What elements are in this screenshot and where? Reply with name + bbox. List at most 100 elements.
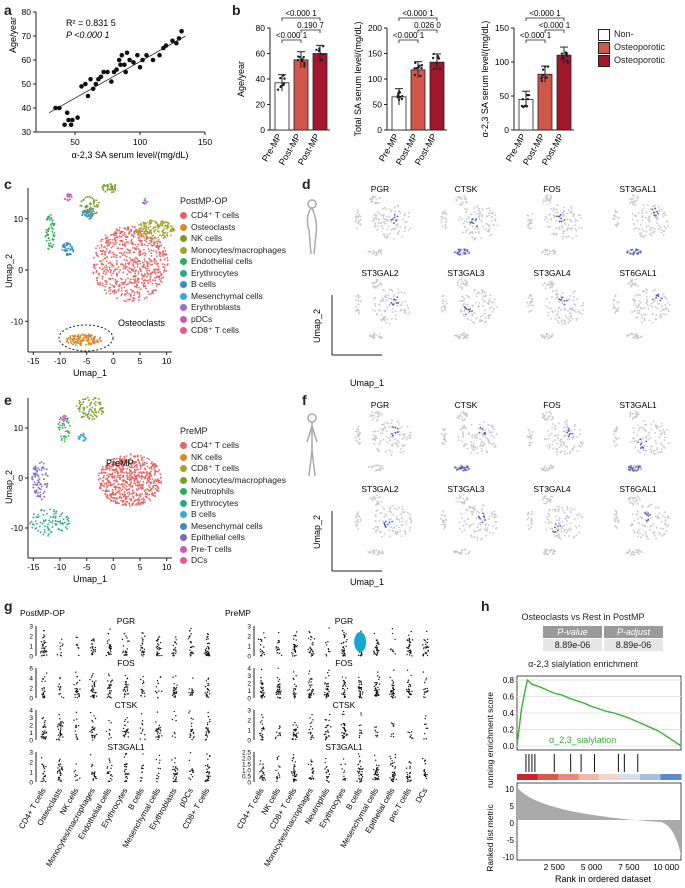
- feature-cell: [376, 494, 378, 497]
- feature-cell: [554, 439, 556, 442]
- e-cd4-point: [102, 489, 104, 492]
- feature-cell: [558, 228, 561, 231]
- e-cd4-point: [153, 492, 156, 494]
- feature-cell: [575, 235, 578, 237]
- feature-cell: [560, 450, 563, 453]
- c-pdc-point: [66, 195, 69, 198]
- feature-cell: [468, 233, 471, 235]
- e-cd4-point: [111, 465, 114, 468]
- expr-cell: [659, 299, 662, 302]
- c-legend-label: NK cells: [191, 233, 223, 243]
- c-mono-point: [160, 220, 163, 222]
- feature-cell: [616, 221, 619, 224]
- e-cd4-point: [109, 467, 111, 470]
- e-cd4-point: [124, 493, 127, 496]
- feature-cell: [464, 279, 466, 282]
- e-cd4-point: [130, 463, 133, 466]
- c-b-point: [64, 250, 67, 252]
- feature-cell: [396, 508, 398, 511]
- feature-cell: [631, 194, 634, 197]
- c-cd4-point: [117, 290, 119, 292]
- feature-cell: [495, 433, 498, 436]
- feature-cell: [397, 441, 400, 444]
- feature-cell: [639, 301, 642, 304]
- feature-cell: [614, 307, 616, 310]
- e-cd4-point: [130, 497, 133, 500]
- c-cd4-point: [135, 257, 138, 259]
- feature-cell: [408, 311, 411, 313]
- feature-cell: [480, 237, 482, 240]
- feature-cell: [559, 295, 562, 298]
- b-point: [545, 76, 548, 79]
- e-cd4-point: [113, 479, 115, 482]
- e-cd4-point: [138, 471, 140, 474]
- c-cd4-point: [101, 249, 104, 252]
- c-osteoclast-point: [88, 338, 90, 341]
- feature-cell: [390, 511, 393, 514]
- feature-cell: [556, 442, 558, 445]
- feature-cell: [641, 215, 644, 217]
- c-cd4-point: [135, 286, 138, 289]
- feature-cell: [377, 251, 380, 253]
- feature-cell: [388, 529, 391, 532]
- feature-cell: [409, 227, 412, 230]
- feature-cell: [400, 517, 403, 520]
- c-cd4-point: [137, 243, 140, 246]
- c-cd4-point: [136, 265, 139, 268]
- b-point: [413, 67, 416, 70]
- c-b-point: [88, 215, 91, 217]
- feature-cell: [558, 300, 561, 303]
- feature-cell: [456, 500, 459, 503]
- feature-cell: [555, 536, 558, 538]
- e-xtick-label: 5: [138, 562, 143, 572]
- feature-cell: [633, 464, 636, 467]
- e-cd4-point: [150, 462, 153, 465]
- feature-cell: [373, 297, 376, 300]
- feature-cell: [376, 416, 379, 418]
- feature-cell: [460, 300, 463, 302]
- expr-cell: [456, 468, 458, 471]
- feature-cell: [490, 233, 493, 236]
- c-cd4-point: [120, 289, 123, 292]
- feature-cell: [459, 428, 462, 431]
- feature-cell: [633, 440, 636, 443]
- c-osteoclast-point: [69, 336, 72, 339]
- e-erythro-point: [35, 526, 38, 529]
- c-cd4-point: [132, 278, 135, 281]
- c-legend-item: Erythroblasts: [180, 302, 286, 314]
- e-cd4-point: [113, 497, 116, 499]
- e-cd4-point: [121, 465, 124, 468]
- feature-cell: [477, 209, 480, 212]
- e-epithelial-point: [40, 498, 43, 501]
- feature-cell: [527, 214, 530, 217]
- feature-cell: [440, 514, 443, 516]
- c-nk-point: [106, 189, 109, 191]
- feature-cell: [559, 451, 562, 454]
- e-epithelial-point: [42, 478, 45, 481]
- feature-cell: [664, 214, 667, 217]
- feature-cell: [455, 335, 458, 337]
- e-cd4-point: [138, 497, 140, 500]
- e-epithelial-point: [32, 486, 35, 489]
- c-cd4-point: [106, 266, 108, 269]
- e-cd4-point: [116, 470, 118, 473]
- e-epithelial-point: [40, 485, 43, 488]
- feature-cell: [554, 317, 557, 320]
- e-cd4-point: [136, 484, 139, 487]
- e-erythro-point: [61, 512, 64, 514]
- feature-cell: [404, 310, 407, 313]
- feature-cell: [612, 303, 615, 306]
- e-cd4-point: [124, 481, 127, 484]
- feature-cell: [548, 411, 551, 413]
- feature-cell: [382, 423, 384, 426]
- feature-cell: [374, 286, 376, 289]
- gene-label: ST3GAL4: [533, 484, 571, 494]
- feature-cell: [489, 424, 492, 427]
- feature-cell: [373, 495, 375, 498]
- feature-cell: [400, 291, 403, 293]
- c-cd4-point: [130, 234, 133, 237]
- feature-cell: [564, 236, 567, 238]
- feature-cell: [467, 311, 470, 314]
- e-legend-item: Mesenchymal cells: [180, 521, 286, 533]
